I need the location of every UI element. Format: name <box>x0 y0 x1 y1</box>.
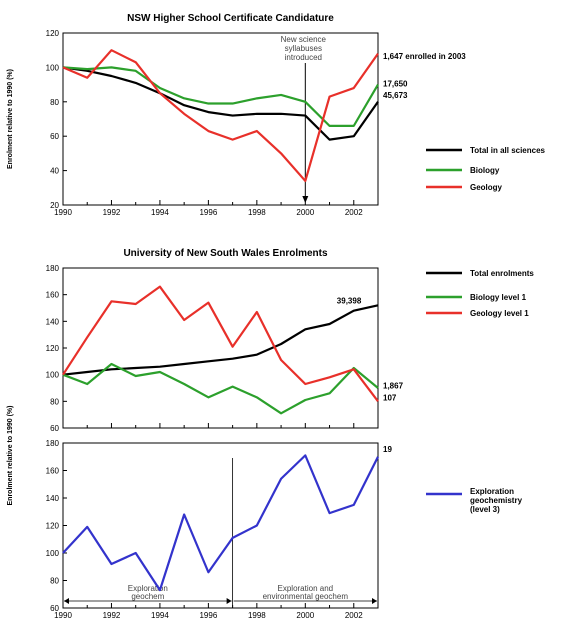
x-tick-label: 1992 <box>103 611 121 620</box>
series-line <box>62 454 379 592</box>
series-line <box>62 66 379 141</box>
period-label: environmental geochem <box>263 592 349 601</box>
series-annotation: 39,398 <box>337 296 362 305</box>
chart-title: NSW Higher School Certificate Candidatur… <box>127 13 334 24</box>
x-tick-label: 1994 <box>151 208 169 217</box>
period-label: Exploration and <box>278 584 334 593</box>
plot-frame <box>62 267 379 429</box>
legend-label: Biology <box>470 166 500 175</box>
y-tick-label: 120 <box>46 344 60 353</box>
chart-panel-1: NSW Higher School Certificate Candidatur… <box>7 13 546 217</box>
y-axis-label: Enrolment relative to 1990 (%) <box>7 69 14 169</box>
series-line <box>62 49 379 183</box>
period-arrowhead-icon <box>372 598 377 604</box>
x-tick-label: 1992 <box>103 208 121 217</box>
legend-label: Total enrolments <box>470 269 534 278</box>
marker-label: introduced <box>285 53 322 62</box>
y-tick-label: 80 <box>50 577 59 586</box>
y-tick-label: 60 <box>50 132 59 141</box>
y-tick-label: 60 <box>50 424 59 433</box>
chart-panel-3: Enrolment relative to 1990 (%) 60 80 100 120… <box>7 406 523 620</box>
y-tick-label: 60 <box>50 604 59 613</box>
series-annotation: 19 <box>383 445 392 454</box>
x-tick-label: 2000 <box>296 611 314 620</box>
plot-frame <box>62 32 379 206</box>
chart-panel-2: University of New South Wales Enrolments… <box>46 248 535 433</box>
series-annotation: 107 <box>383 393 397 402</box>
series-annotation: 1,647 enrolled in 2003 <box>383 52 466 61</box>
x-tick-label: 1998 <box>248 611 266 620</box>
marker-label: New science <box>281 35 327 44</box>
y-tick-label: 20 <box>50 201 59 210</box>
series-line <box>62 285 379 402</box>
y-tick-label: 80 <box>50 98 59 107</box>
x-tick-label: 1996 <box>199 611 217 620</box>
x-tick-label: 2000 <box>296 208 314 217</box>
y-tick-label: 180 <box>46 439 60 448</box>
y-tick-label: 160 <box>46 467 60 476</box>
y-tick-label: 40 <box>50 167 59 176</box>
y-tick-label: 160 <box>46 291 60 300</box>
x-tick-label: 2002 <box>345 208 363 217</box>
x-tick-label: 1998 <box>248 208 266 217</box>
y-tick-label: 180 <box>46 264 60 273</box>
legend-label: Geology <box>470 183 503 192</box>
y-tick-label: 100 <box>46 549 60 558</box>
legend-label: (level 3) <box>470 505 500 514</box>
series-line <box>62 362 379 415</box>
chart-title: University of New South Wales Enrolments <box>123 248 328 259</box>
y-tick-label: 80 <box>50 397 59 406</box>
series-line <box>62 66 379 127</box>
legend-label: Total in all sciences <box>470 146 546 155</box>
series-annotation: 1,867 <box>383 381 404 390</box>
y-tick-label: 100 <box>46 371 60 380</box>
y-tick-label: 100 <box>46 63 60 72</box>
legend-label: Exploration <box>470 487 514 496</box>
y-tick-label: 120 <box>46 29 60 38</box>
series-line <box>62 304 379 376</box>
period-label: geochem <box>131 592 164 601</box>
marker-label: syllabuses <box>285 44 322 53</box>
x-tick-label: 1994 <box>151 611 169 620</box>
x-tick-label: 1990 <box>54 208 72 217</box>
marker-arrow-icon <box>302 196 309 203</box>
y-tick-label: 140 <box>46 494 60 503</box>
series-annotation: 45,673 <box>383 91 408 100</box>
y-tick-label: 120 <box>46 522 60 531</box>
period-arrowhead-icon <box>64 598 69 604</box>
y-tick-label: 140 <box>46 317 60 326</box>
period-label: Exploration <box>128 584 168 593</box>
x-tick-label: 1996 <box>199 208 217 217</box>
series-annotation: 17,650 <box>383 80 408 89</box>
y-axis-label: Enrolment relative to 1990 (%) <box>7 406 14 506</box>
legend-label: geochemistry <box>470 496 523 505</box>
period-arrowhead-icon <box>226 598 232 604</box>
legend-label: Biology level 1 <box>470 293 527 302</box>
legend-label: Geology level 1 <box>470 309 529 318</box>
x-tick-label: 2002 <box>345 611 363 620</box>
x-tick-label: 1990 <box>54 611 72 620</box>
